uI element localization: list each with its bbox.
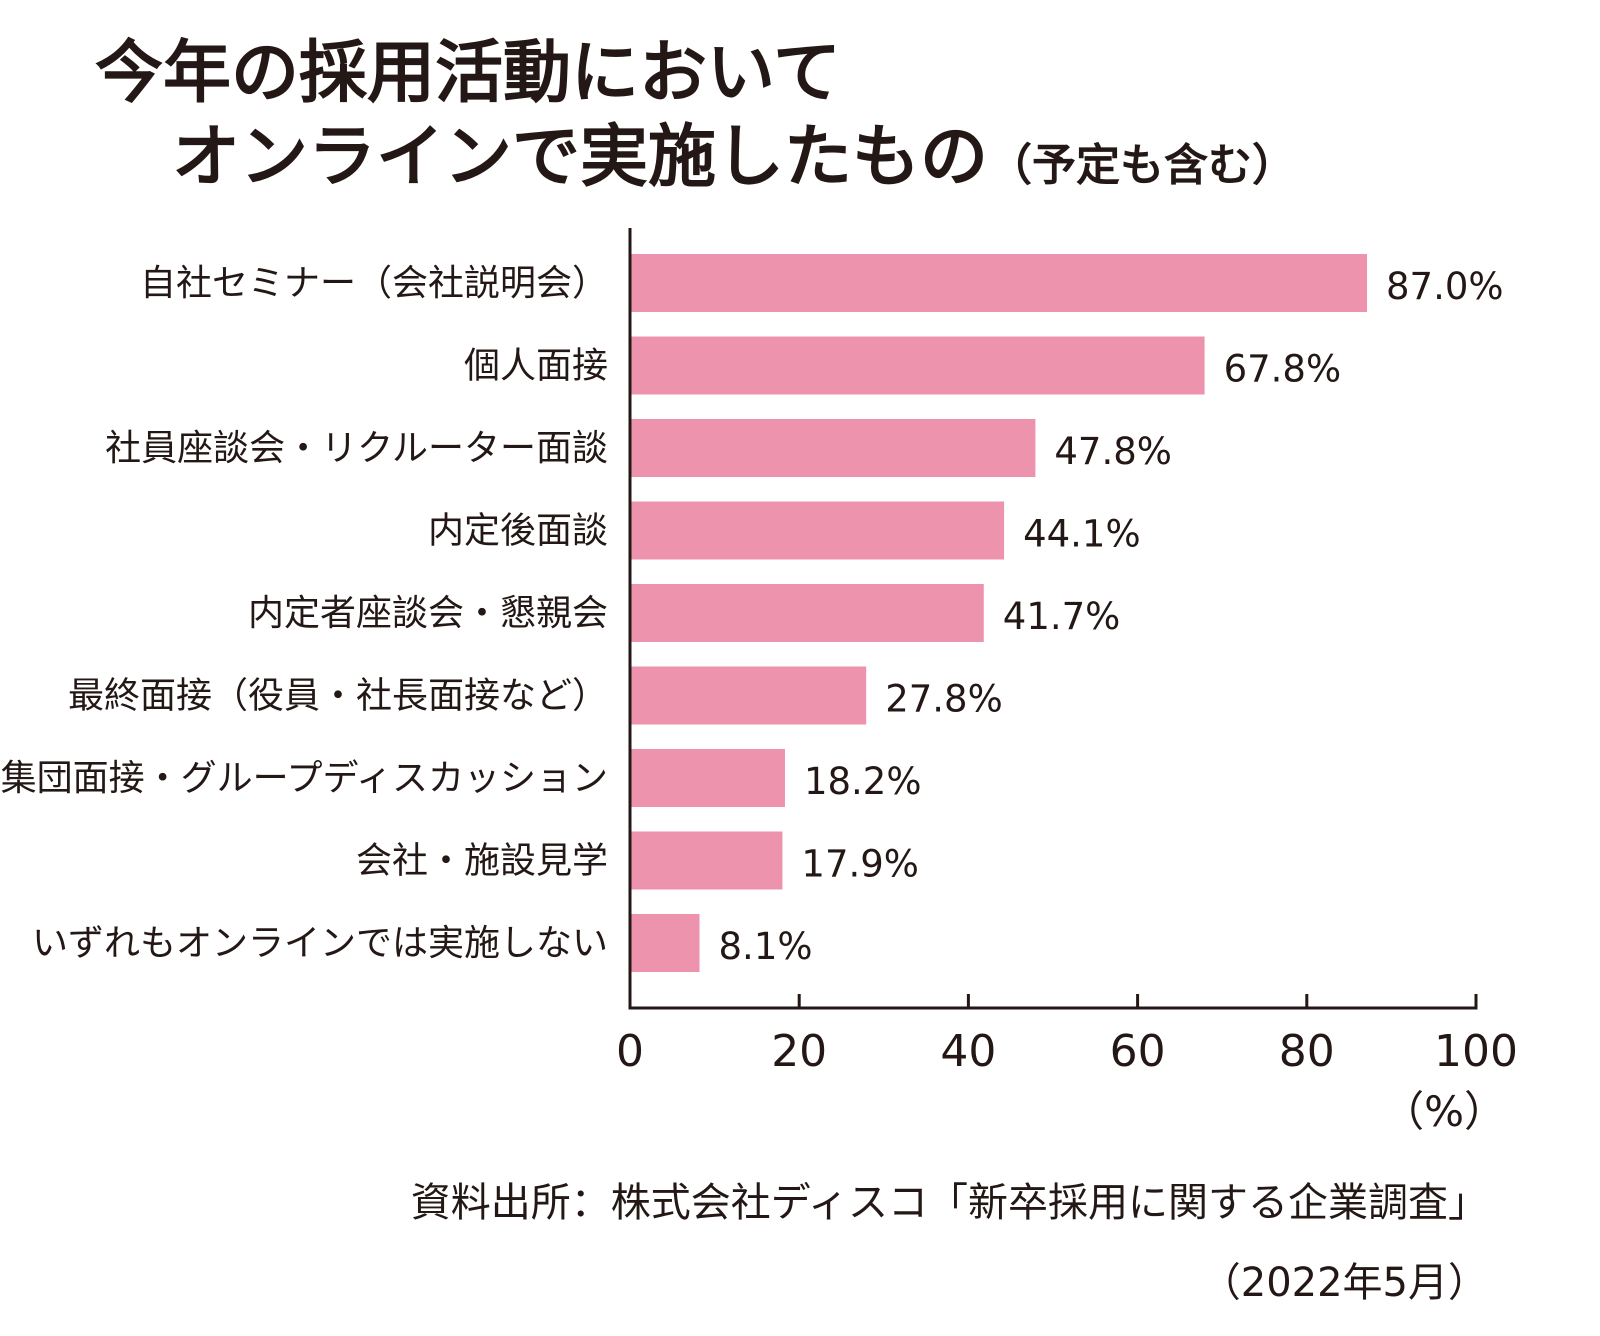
value-label-9: 8.1% <box>719 925 813 968</box>
bar-1 <box>631 254 1368 312</box>
category-label-8: 会社・施設見学 <box>356 841 608 882</box>
category-label-4: 内定後面談 <box>428 511 608 552</box>
bar-5 <box>631 584 984 642</box>
x-tick-label-0: 0 <box>616 1026 644 1077</box>
value-label-7: 18.2% <box>804 760 922 803</box>
chart-title-line-1: 今年の採用活動において <box>95 34 841 113</box>
value-label-6: 27.8% <box>885 678 1003 721</box>
x-tick-label-80: 80 <box>1279 1026 1335 1077</box>
category-label-2: 個人面接 <box>464 346 608 387</box>
chart-title-line-2: オンラインで実施したもの（予定も含む） <box>172 118 1296 206</box>
bar-4 <box>631 501 1005 560</box>
value-label-4: 44.1% <box>1023 513 1141 556</box>
bar-3 <box>631 419 1036 477</box>
category-label-9: いずれもオンラインでは実施しない <box>32 923 608 964</box>
chart-title-main: オンラインで実施したもの <box>172 118 989 197</box>
x-axis-unit-label: （%） <box>1382 1087 1506 1136</box>
bar-7 <box>631 749 785 807</box>
category-label-3: 社員座談会・リクルーター面談 <box>105 428 608 469</box>
x-tick-label-20: 20 <box>771 1026 827 1077</box>
category-label-5: 内定者座談会・懇親会 <box>248 593 608 634</box>
category-label-6: 最終面接（役員・社長面接など） <box>68 676 608 717</box>
bar-9 <box>631 914 700 972</box>
source-citation: 資料出所：株式会社ディスコ「新卒採用に関する企業調査」 <box>410 1180 1488 1226</box>
value-label-2: 67.8% <box>1224 348 1342 391</box>
x-tick-label-60: 60 <box>1110 1026 1166 1077</box>
bar-8 <box>631 831 783 890</box>
bar-2 <box>631 336 1205 395</box>
x-tick-label-100: 100 <box>1434 1026 1518 1077</box>
category-label-7: 集団面接・グループディスカッション <box>1 758 608 799</box>
chart-title-note: （予定も含む） <box>988 140 1297 191</box>
category-label-1: 自社セミナー（会社説明会） <box>140 263 608 304</box>
bar-6 <box>631 666 867 725</box>
x-tick-label-40: 40 <box>940 1026 996 1077</box>
value-label-5: 41.7% <box>1003 595 1121 638</box>
bar-chart: 自社セミナー（会社説明会） 87.0% 個人面接 67.8% 社員座談会・リクルーター面… <box>1 228 1518 1136</box>
source-date: （2022年5月） <box>1200 1260 1488 1306</box>
value-label-1: 87.0% <box>1386 265 1504 308</box>
value-label-8: 17.9% <box>801 843 919 886</box>
value-label-3: 47.8% <box>1054 430 1172 473</box>
